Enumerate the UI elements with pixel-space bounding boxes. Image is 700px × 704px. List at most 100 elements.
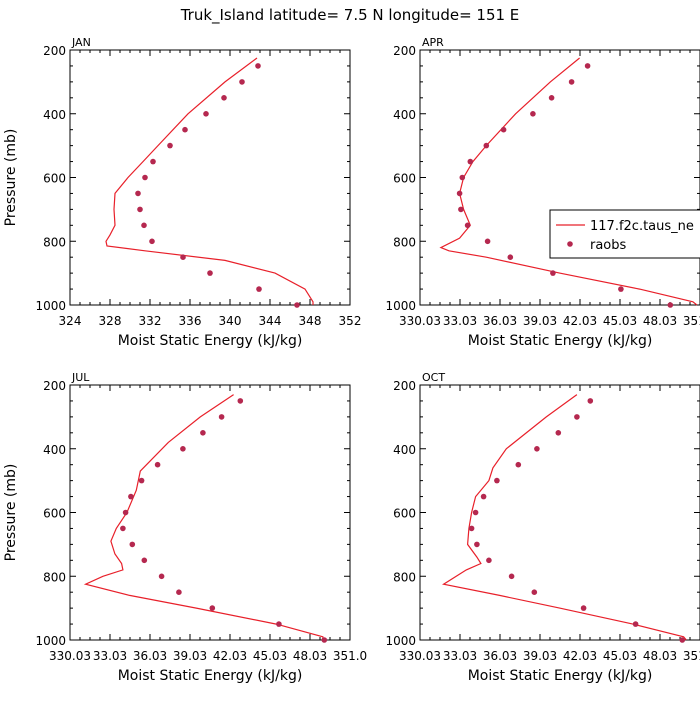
raobs-point [456,190,463,197]
raobs-point [494,477,500,484]
raobs-point [256,286,262,292]
raobs-point [530,111,536,117]
y-tick-label: 800 [43,235,66,249]
x-tick-label: 39.03 [523,649,557,663]
raobs-point [120,525,126,532]
x-tick-label: 330.03 [49,649,91,663]
raobs-point [458,206,464,213]
raobs-point [474,541,480,548]
raobs-point [587,398,594,404]
x-tick-label: 36.03 [483,314,517,328]
y-tick-label: 400 [393,443,416,457]
x-tick-label: 48.03 [293,649,327,663]
plot-frame [69,384,351,641]
x-tick-label: 33.03 [443,649,477,663]
raobs-point [203,111,209,117]
legend-dot-swatch [567,241,573,247]
raobs-point [472,509,479,516]
y-axis-label: Pressure (mb) [3,464,19,562]
x-axis-label: Moist Static Energy (kJ/kg) [118,668,303,684]
raobs-point [667,302,674,308]
raobs-point [141,557,148,564]
y-tick-label: 400 [43,443,66,457]
x-axis-label: Moist Static Energy (kJ/kg) [468,668,653,684]
x-tick-label: 48.03 [643,649,677,663]
x-tick-label: 42.03 [563,314,597,328]
x-tick-label: 351.0 [683,314,700,328]
x-tick-label: 36.03 [133,649,167,663]
y-tick-label: 400 [43,108,66,122]
y-tick-label: 600 [393,507,416,521]
x-tick-label: 33.03 [93,649,127,663]
x-tick-label: 340 [219,314,242,328]
raobs-point [500,126,507,133]
raobs-point [176,589,182,595]
raobs-point [321,637,328,643]
panel-label: APR [422,36,444,49]
raobs-point [486,557,492,564]
raobs-point [182,126,188,133]
x-tick-label: 45.03 [603,314,637,328]
model-line [105,57,314,305]
y-tick-label: 600 [43,172,66,186]
raobs-point [580,605,587,611]
y-tick-label: 600 [43,507,66,521]
raobs-point [137,206,143,213]
legend-dot-label: raobs [590,238,627,253]
legend-box [549,209,700,259]
x-tick-label: 42.03 [563,649,597,663]
x-tick-label: 33.03 [443,314,477,328]
raobs-point [207,270,213,276]
y-axis-label: Pressure (mb) [3,129,19,227]
plot-frame [69,49,351,306]
raobs-point [568,79,575,85]
raobs-point [679,637,686,643]
x-tick-label: 48.03 [643,314,677,328]
raobs-point [255,63,261,69]
raobs-point [584,63,591,69]
model-line [83,394,324,640]
x-axis-label: Moist Static Energy (kJ/kg) [468,333,653,349]
raobs-point [122,509,129,516]
raobs-point [221,95,227,101]
raobs-point [180,254,186,260]
model-line [439,57,698,306]
x-tick-label: 324 [59,314,82,328]
raobs-point [135,190,141,197]
raobs-point [154,461,161,468]
panel-label: JAN [71,36,91,49]
raobs-point [531,589,538,595]
raobs-point [218,414,225,420]
raobs-point [180,446,186,452]
raobs-point [468,525,475,532]
x-tick-label: 344 [259,314,282,328]
raobs-point [142,174,148,181]
y-tick-label: 200 [43,44,66,58]
raobs-point [555,430,562,436]
raobs-point [150,158,156,165]
raobs-point [141,222,147,229]
y-tick-label: 800 [393,235,416,249]
x-tick-label: 328 [99,314,122,328]
x-tick-label: 351.0 [333,649,367,663]
raobs-point [129,541,136,548]
raobs-point [483,142,490,149]
raobs-point [294,302,300,308]
raobs-point [507,254,514,260]
y-tick-label: 1000 [385,634,416,648]
legend-line-label: 117.f2c.taus_ne [590,219,694,234]
raobs-point [128,493,134,500]
x-tick-label: 348 [299,314,322,328]
x-tick-label: 352 [339,314,362,328]
raobs-point [548,95,555,101]
y-tick-label: 400 [393,108,416,122]
raobs-point [149,238,155,245]
panel-label: OCT [422,371,445,384]
x-tick-label: 330.03 [399,314,441,328]
model-line [442,394,687,641]
panel-label: JUL [71,371,90,384]
